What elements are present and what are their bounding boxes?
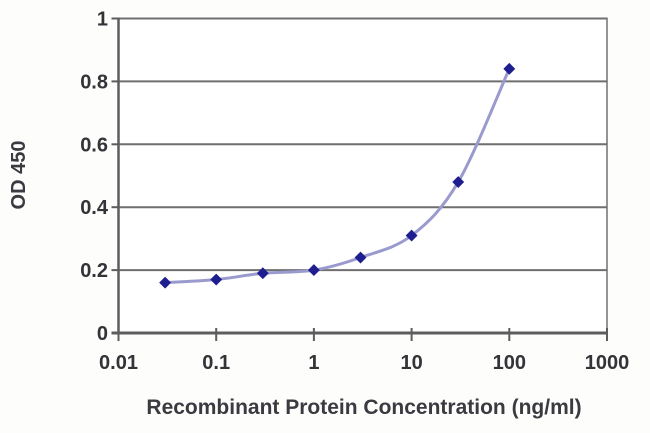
x-tick-label: 1	[308, 352, 319, 374]
x-tick-label: 0.01	[99, 352, 138, 374]
y-axis-title: OD 450	[8, 141, 30, 210]
y-tick-label: 0.8	[80, 71, 108, 93]
series-line	[163, 67, 511, 285]
tick-label-layer: 0 0.2 0.4 0.6 0.8 1 0.01 0.1 1 10 100 1000	[80, 9, 629, 375]
x-tick-label: 10	[400, 352, 422, 374]
y-tick-label: 1	[97, 9, 108, 31]
x-axis-title: Recombinant Protein Concentration (ng/ml…	[146, 396, 581, 419]
plot-area-layer	[117, 17, 608, 334]
data-point-marker	[354, 251, 367, 264]
gridline-layer	[111, 17, 608, 335]
data-point-marker	[307, 264, 320, 277]
tick-layer	[111, 17, 608, 341]
y-tick-label: 0	[97, 323, 108, 345]
x-tick-label: 100	[493, 352, 526, 374]
x-tick-label: 0.1	[202, 352, 230, 374]
y-tick-label: 0.4	[80, 197, 109, 219]
series-layer	[159, 62, 516, 289]
y-tick-label: 0.6	[80, 134, 108, 156]
x-tick-label: 1000	[585, 352, 630, 374]
y-tick-label: 0.2	[80, 260, 108, 282]
data-point-marker	[256, 267, 269, 280]
plot-border	[117, 17, 608, 334]
